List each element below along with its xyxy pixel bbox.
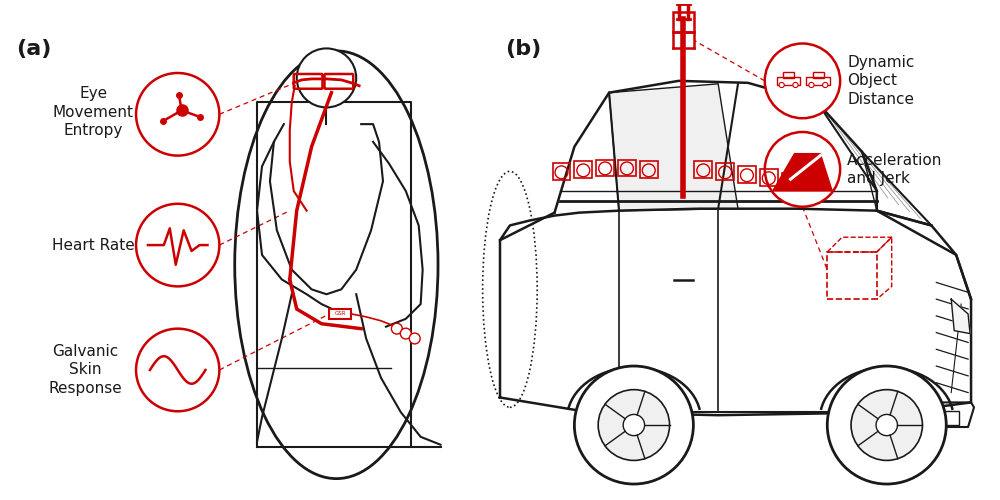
Bar	[716, 164, 734, 180]
Circle shape	[779, 82, 784, 87]
Polygon shape	[609, 84, 738, 210]
Bar	[813, 72, 824, 78]
Text: Heart Rate: Heart Rate	[52, 238, 135, 252]
Circle shape	[876, 414, 897, 436]
Circle shape	[297, 48, 356, 108]
Bar	[934, 412, 959, 425]
Bar	[827, 252, 877, 299]
Bar	[777, 76, 800, 85]
Polygon shape	[555, 81, 877, 212]
Circle shape	[765, 132, 840, 206]
Ellipse shape	[235, 51, 438, 478]
Text: Acceleration
and Jerk: Acceleration and Jerk	[847, 152, 942, 186]
Text: (a): (a)	[16, 38, 51, 58]
Bar	[574, 162, 592, 178]
Circle shape	[851, 390, 922, 460]
Circle shape	[827, 366, 946, 484]
Circle shape	[136, 204, 219, 286]
Text: GSR: GSR	[335, 312, 346, 316]
Bar	[738, 166, 756, 183]
Bar	[329, 309, 351, 319]
Circle shape	[391, 324, 402, 334]
Circle shape	[809, 82, 814, 87]
Bar	[782, 174, 799, 190]
Circle shape	[623, 414, 645, 436]
Circle shape	[136, 73, 219, 156]
Circle shape	[793, 82, 798, 87]
Text: (b): (b)	[505, 38, 541, 58]
Bar	[783, 72, 794, 78]
Bar	[806, 76, 830, 85]
Circle shape	[598, 390, 670, 460]
Circle shape	[574, 366, 693, 484]
Text: Galvanic
Skin
Response: Galvanic Skin Response	[49, 344, 122, 396]
Circle shape	[400, 328, 411, 339]
Circle shape	[136, 328, 219, 411]
Bar	[596, 160, 614, 176]
Polygon shape	[500, 208, 971, 415]
Bar	[673, 12, 694, 32]
Bar	[618, 160, 636, 176]
Bar	[553, 164, 570, 180]
Circle shape	[765, 44, 840, 118]
Bar	[760, 170, 778, 186]
Circle shape	[409, 333, 420, 344]
Bar	[694, 162, 712, 178]
Polygon shape	[773, 154, 832, 191]
Text: Eye
Movement
Entropy: Eye Movement Entropy	[53, 86, 134, 139]
Bar	[640, 162, 658, 178]
Polygon shape	[951, 299, 970, 334]
Text: Dynamic
Object
Distance: Dynamic Object Distance	[847, 55, 914, 107]
Circle shape	[823, 82, 828, 87]
